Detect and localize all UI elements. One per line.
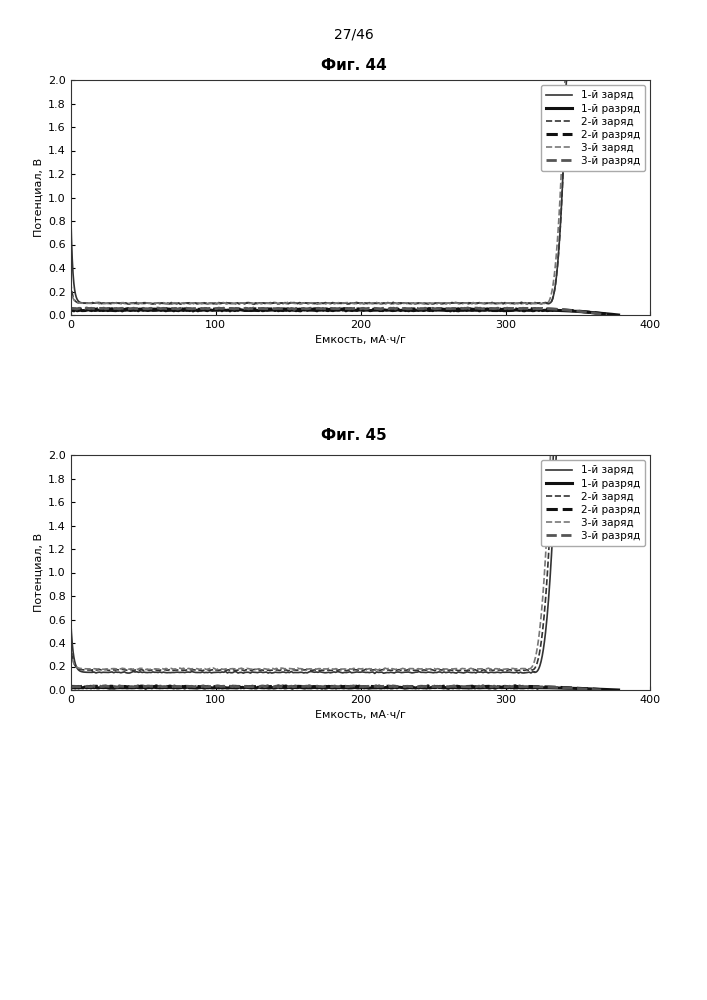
Text: Фиг. 45: Фиг. 45 (321, 428, 386, 442)
Y-axis label: Потенциал, В: Потенциал, В (34, 158, 44, 237)
Legend: 1-й заряд, 1-й разряд, 2-й заряд, 2-й разряд, 3-й заряд, 3-й разряд: 1-й заряд, 1-й разряд, 2-й заряд, 2-й ра… (541, 460, 645, 546)
Y-axis label: Потенциал, В: Потенциал, В (34, 533, 44, 612)
Legend: 1-й заряд, 1-й разряд, 2-й заряд, 2-й разряд, 3-й заряд, 3-й разряд: 1-й заряд, 1-й разряд, 2-й заряд, 2-й ра… (541, 85, 645, 171)
Text: Фиг. 44: Фиг. 44 (321, 57, 386, 73)
Text: 27/46: 27/46 (334, 28, 373, 42)
X-axis label: Емкость, мА·ч/г: Емкость, мА·ч/г (315, 335, 406, 345)
X-axis label: Емкость, мА·ч/г: Емкость, мА·ч/г (315, 710, 406, 720)
